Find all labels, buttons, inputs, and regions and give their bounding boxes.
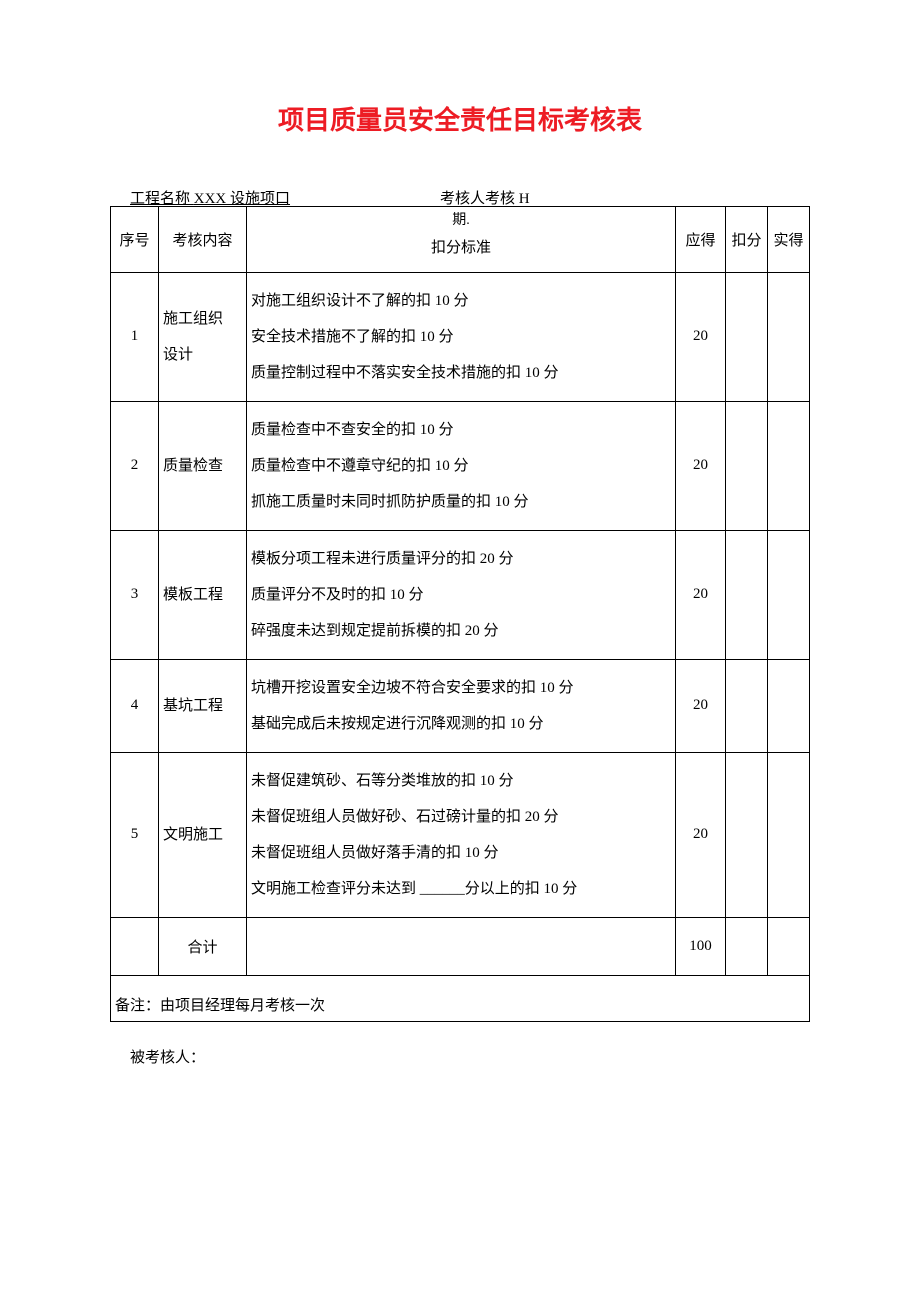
assessor-info: 考核人考核 H <box>440 187 530 208</box>
standard-cell: 质量检查中不查安全的扣 10 分质量检查中不遵章守纪的扣 10 分抓施工质量时未… <box>247 401 676 530</box>
actual-cell <box>768 530 810 659</box>
actual-cell <box>768 401 810 530</box>
table-row: 1 施工组织设计 对施工组织设计不了解的扣 10 分安全技术措施不了解的扣 10… <box>111 272 810 401</box>
col-score-header: 应得 <box>676 207 726 273</box>
table-row: 5 文明施工 未督促建筑砂、石等分类堆放的扣 10 分未督促班组人员做好砂、石过… <box>111 752 810 917</box>
standard-cell: 未督促建筑砂、石等分类堆放的扣 10 分未督促班组人员做好砂、石过磅计量的扣 2… <box>247 752 676 917</box>
total-seq <box>111 917 159 975</box>
actual-cell <box>768 272 810 401</box>
note-cell: 备注：由项目经理每月考核一次 <box>111 975 810 1021</box>
deduct-cell <box>726 752 768 917</box>
note-row: 备注：由项目经理每月考核一次 <box>111 975 810 1021</box>
col-content-header: 考核内容 <box>159 207 247 273</box>
deduct-cell <box>726 659 768 752</box>
actual-cell <box>768 752 810 917</box>
page-title: 项目质量员安全责任目标考核表 <box>110 100 810 137</box>
total-label: 合计 <box>159 917 247 975</box>
table-row: 4 基坑工程 坑槽开挖设置安全边坡不符合安全要求的扣 10 分基础完成后未按规定… <box>111 659 810 752</box>
col-seq-header: 序号 <box>111 207 159 273</box>
seq-cell: 2 <box>111 401 159 530</box>
total-standard <box>247 917 676 975</box>
deduct-cell <box>726 401 768 530</box>
total-score: 100 <box>676 917 726 975</box>
seq-cell: 5 <box>111 752 159 917</box>
table-header-row: 序号 考核内容 期. 扣分标准 应得 扣分 实得 <box>111 207 810 273</box>
content-cell: 基坑工程 <box>159 659 247 752</box>
content-cell: 模板工程 <box>159 530 247 659</box>
score-cell: 20 <box>676 530 726 659</box>
total-row: 合计 100 <box>111 917 810 975</box>
standard-cell: 坑槽开挖设置安全边坡不符合安全要求的扣 10 分基础完成后未按规定进行沉降观测的… <box>247 659 676 752</box>
col-standard-header: 期. 扣分标准 <box>247 207 676 273</box>
seq-cell: 1 <box>111 272 159 401</box>
footer-signature: 被考核人： <box>130 1046 810 1067</box>
score-cell: 20 <box>676 659 726 752</box>
seq-cell: 3 <box>111 530 159 659</box>
table-row: 2 质量检查 质量检查中不查安全的扣 10 分质量检查中不遵章守纪的扣 10 分… <box>111 401 810 530</box>
deduct-cell <box>726 530 768 659</box>
assessment-table: 序号 考核内容 期. 扣分标准 应得 扣分 实得 1 施工组织设计 对施工组织设… <box>110 206 810 1022</box>
total-deduct <box>726 917 768 975</box>
content-cell: 文明施工 <box>159 752 247 917</box>
col-actual-header: 实得 <box>768 207 810 273</box>
total-actual <box>768 917 810 975</box>
seq-cell: 4 <box>111 659 159 752</box>
col-deduct-header: 扣分 <box>726 207 768 273</box>
standard-cell: 对施工组织设计不了解的扣 10 分安全技术措施不了解的扣 10 分质量控制过程中… <box>247 272 676 401</box>
content-cell: 施工组织设计 <box>159 272 247 401</box>
actual-cell <box>768 659 810 752</box>
table-row: 3 模板工程 模板分项工程未进行质量评分的扣 20 分质量评分不及时的扣 10 … <box>111 530 810 659</box>
standard-cell: 模板分项工程未进行质量评分的扣 20 分质量评分不及时的扣 10 分碎强度未达到… <box>247 530 676 659</box>
project-info: 工程名称 XXX 设施项口 <box>130 187 440 208</box>
deduct-cell <box>726 272 768 401</box>
score-cell: 20 <box>676 401 726 530</box>
score-cell: 20 <box>676 752 726 917</box>
header-line: 工程名称 XXX 设施项口 考核人考核 H <box>130 187 810 208</box>
score-cell: 20 <box>676 272 726 401</box>
content-cell: 质量检查 <box>159 401 247 530</box>
